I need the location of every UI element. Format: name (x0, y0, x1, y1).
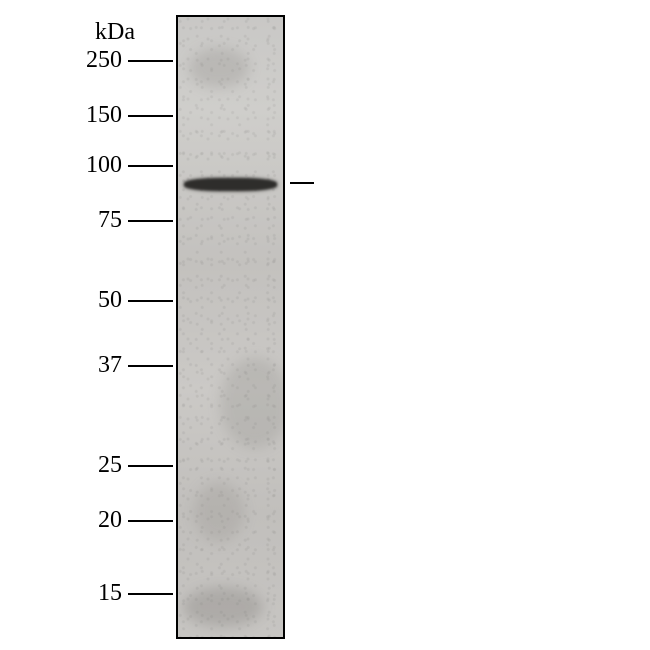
blot-lane (176, 15, 285, 639)
ladder-tick (128, 365, 173, 367)
target-band-indicator (290, 182, 314, 184)
ladder-label: 15 (70, 581, 122, 605)
protein-band (184, 178, 276, 191)
lane-smudge (194, 482, 244, 542)
ladder-label: 20 (70, 508, 122, 532)
ladder-label: 50 (70, 288, 122, 312)
ladder-label: 25 (70, 453, 122, 477)
ladder-label: 75 (70, 208, 122, 232)
unit-label: kDa (95, 20, 135, 44)
ladder-tick (128, 300, 173, 302)
lane-smudge (189, 48, 249, 88)
lane-smudge (220, 358, 285, 448)
ladder-tick (128, 165, 173, 167)
lane-film-noise (178, 17, 283, 637)
ladder-label: 37 (70, 353, 122, 377)
ladder-label: 250 (70, 48, 122, 72)
ladder-tick (128, 520, 173, 522)
ladder-tick (128, 465, 173, 467)
ladder-tick (128, 593, 173, 595)
ladder-label: 100 (70, 153, 122, 177)
ladder-tick (128, 220, 173, 222)
ladder-tick (128, 60, 173, 62)
ladder-tick (128, 115, 173, 117)
ladder-label: 150 (70, 103, 122, 127)
